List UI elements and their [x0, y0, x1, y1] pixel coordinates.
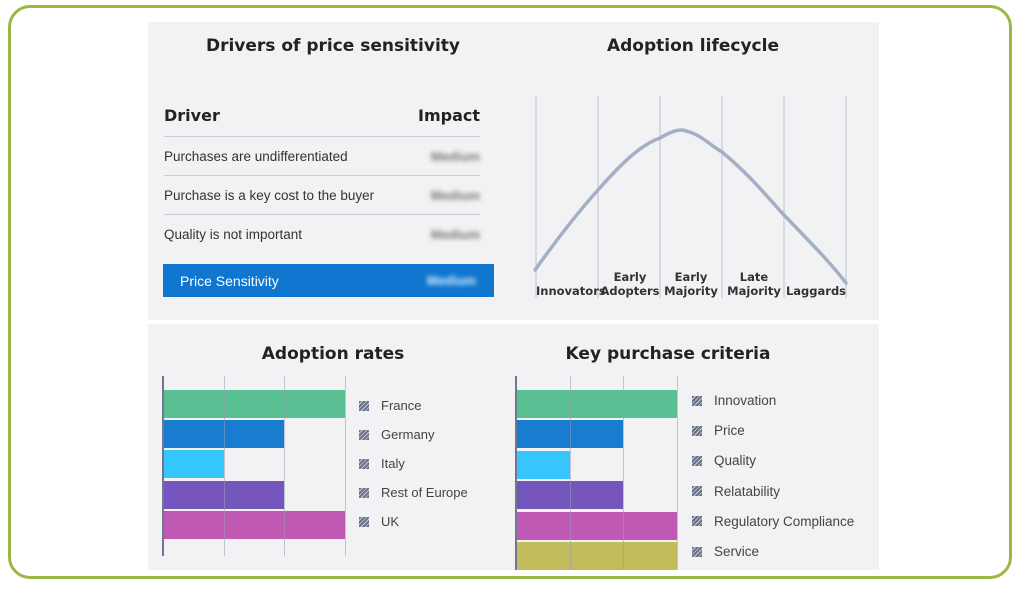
impact-cell: Medium: [430, 226, 480, 242]
legend-label: Price: [714, 423, 745, 439]
legend-item: Innovation: [692, 393, 776, 408]
legend-label: Rest of Europe: [381, 485, 468, 500]
legend-label: UK: [381, 514, 400, 529]
legend-label: Relatability: [714, 483, 781, 499]
legend-item: Relatability: [692, 484, 780, 499]
bar-service: [516, 542, 677, 570]
stage-label-late-majority: Late Majority: [727, 270, 781, 298]
legend-swatch-icon: [692, 455, 702, 466]
adoption-rates-title: Adoption rates: [261, 344, 405, 364]
bar-innovation: [516, 390, 677, 418]
driver-cell: Quality is not important: [164, 226, 303, 242]
gridline: [345, 376, 346, 556]
legend-swatch-icon: [359, 487, 369, 498]
bar-italy: [163, 450, 224, 479]
driver-cell: Purchases are undifferentiated: [164, 148, 348, 164]
stage-label-early-majority: Early Majority: [664, 270, 718, 298]
legend-item: Rest of Europe: [359, 485, 468, 500]
legend-label: Italy: [381, 456, 405, 471]
table-row: Quality is not important Medium: [164, 215, 480, 253]
legend-swatch-icon: [359, 400, 369, 411]
legend-label: Germany: [381, 427, 435, 442]
y-axis: [162, 376, 164, 556]
gridline: [284, 376, 286, 556]
bar-france: [163, 390, 345, 418]
gridline: [677, 376, 678, 570]
table-row: Purchases are undifferentiated Medium: [164, 137, 480, 176]
drivers-table: Driver Impact Purchases are undifferenti…: [164, 106, 480, 253]
impact-cell: Medium: [430, 187, 480, 203]
stage-label-early-adopters: Early Adopters: [600, 270, 660, 298]
legend-label: Service: [714, 544, 760, 559]
y-axis: [515, 376, 517, 570]
legend-item: UK: [359, 514, 399, 529]
column-header-impact: Impact: [417, 106, 480, 125]
legend-swatch-icon: [692, 425, 702, 436]
impact-cell: Medium: [430, 148, 480, 164]
key-purchase-criteria-chart: [515, 376, 686, 570]
lifecycle-title: Adoption lifecycle: [606, 36, 779, 56]
gridline: [569, 376, 571, 570]
adoption-curve: [533, 128, 848, 285]
summary-impact: Medium: [426, 273, 476, 288]
table-header: Driver Impact: [164, 106, 480, 137]
legend-swatch-icon: [692, 516, 702, 527]
legend-item: Germany: [359, 427, 434, 442]
bar-uk: [163, 510, 345, 539]
column-header-driver: Driver: [164, 106, 220, 125]
stage-label-innovators: Innovators: [536, 284, 606, 298]
stage-dividers: [535, 96, 847, 298]
bar-regulatory-compliance: [516, 511, 677, 540]
legend-item: Price: [692, 423, 745, 438]
adoption-rates-chart: [162, 376, 353, 556]
price-sensitivity-summary: Price Sensitivity Medium: [163, 264, 494, 297]
bar-quality: [516, 450, 570, 479]
legend-swatch-icon: [359, 516, 369, 527]
summary-label: Price Sensitivity: [180, 272, 279, 289]
legend-label: Innovation: [714, 393, 777, 408]
legend-item: Quality: [692, 453, 756, 468]
legend-label: France: [381, 398, 422, 413]
gridline: [223, 376, 225, 556]
driver-cell: Purchase is a key cost to the buyer: [164, 187, 375, 203]
legend-item: Italy: [359, 456, 405, 471]
legend-item: Service: [692, 544, 759, 559]
legend-swatch-icon: [359, 458, 369, 469]
gridline: [623, 376, 625, 570]
drivers-title: Drivers of price sensitivity: [205, 36, 461, 56]
legend-label: Quality: [714, 453, 757, 469]
legend-swatch-icon: [692, 546, 702, 557]
outer-frame: [8, 5, 1012, 579]
stage-label-laggards: Laggards: [785, 284, 847, 298]
legend-swatch-icon: [359, 429, 369, 440]
kpc-title: Key purchase criteria: [565, 344, 771, 364]
legend-swatch-icon: [692, 486, 702, 497]
adoption-lifecycle-chart: [533, 96, 848, 298]
legend-item: Regulatory Compliance: [692, 514, 854, 529]
legend-item: France: [359, 398, 421, 413]
table-row: Purchase is a key cost to the buyer Medi…: [164, 176, 480, 215]
legend-label: Regulatory Compliance: [714, 513, 855, 529]
legend-swatch-icon: [692, 395, 702, 406]
